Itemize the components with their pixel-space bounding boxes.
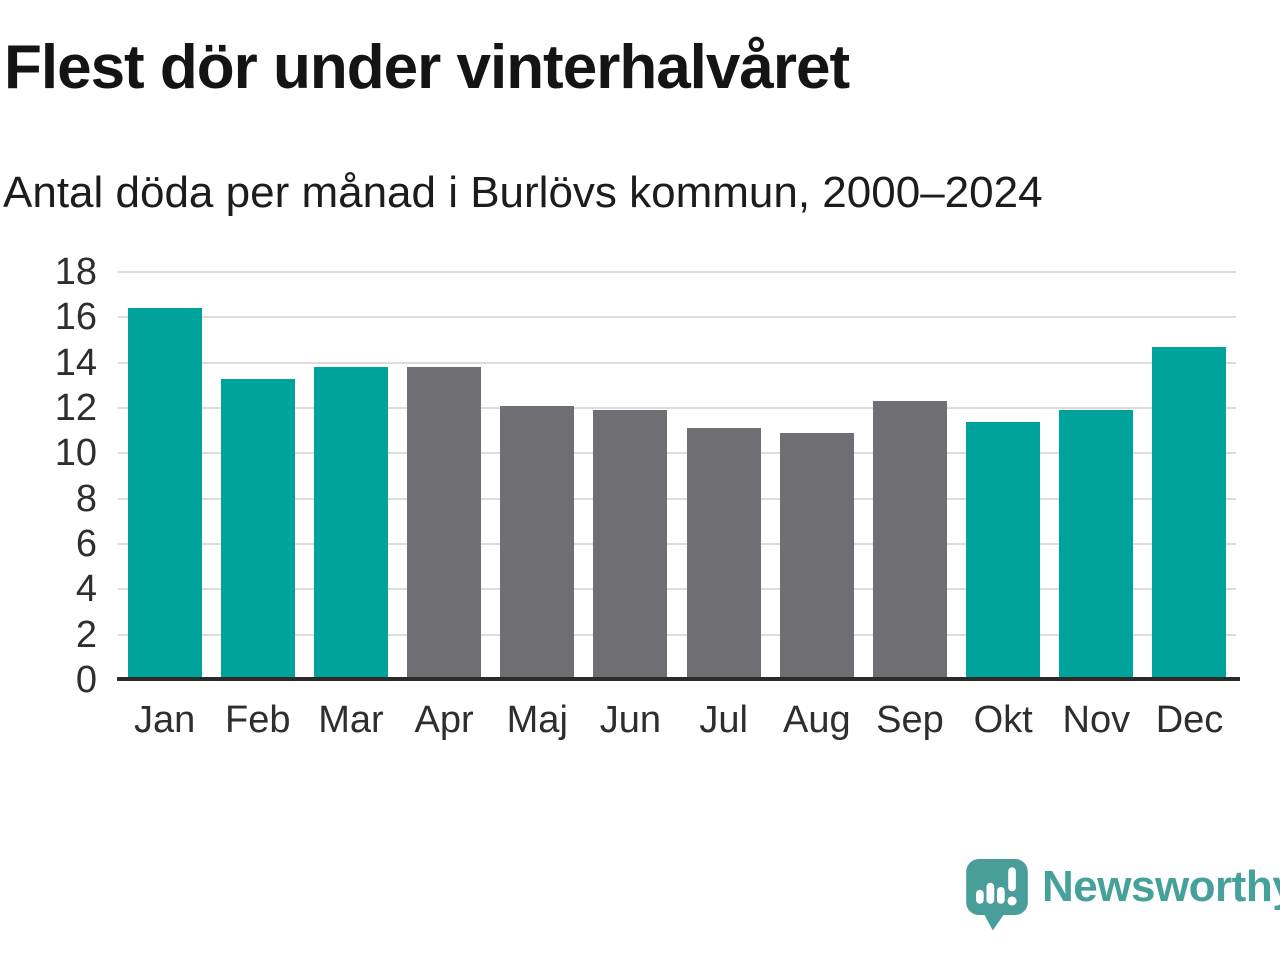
x-tick-label-nov: Nov [1062,699,1131,741]
bar-nov [1059,410,1134,680]
x-tick-label-jan: Jan [133,699,196,741]
bar-aug [779,432,854,680]
x-tick-label-jun: Jun [599,699,662,741]
y-tick-label-16: 16 [54,296,97,339]
y-tick-label-4: 4 [75,568,97,611]
gridline-4 [118,588,1236,591]
bar-series [118,272,1236,680]
bar-dec [1152,346,1227,680]
y-tick-label-8: 8 [75,477,97,520]
x-tick-label-mar: Mar [318,699,384,741]
newsworthy-wordmark: Newsworthy [1042,862,1280,911]
x-tick-label-feb: Feb [225,699,291,741]
bar-slot-maj [491,272,584,680]
y-tick-label-2: 2 [75,613,97,656]
gridline-14 [118,361,1236,364]
x-tick-label-okt: Okt [973,699,1033,741]
bar-slot-apr [398,272,491,680]
bar-feb [220,378,295,680]
gridline-18 [118,271,1236,273]
x-tick-label-dec: Dec [1155,699,1224,741]
gridline-12 [118,407,1236,409]
chart-subtitle: Antal döda per månad i Burlövs kommun, 2… [3,168,1043,217]
bar-slot-sep [863,272,956,680]
y-tick-label-6: 6 [75,523,97,565]
y-tick-label-18: 18 [54,251,97,293]
bar-slot-jan [118,272,211,680]
bar-apr [407,367,482,680]
x-tick-label-maj: Maj [506,699,568,741]
x-tick-label-apr: Apr [414,699,474,741]
y-tick-label-12: 12 [54,387,97,429]
gridline-16 [118,316,1236,319]
bar-slot-jun [584,272,677,680]
bar-maj [500,405,575,680]
x-tick-label-sep: Sep [876,699,944,741]
chart-title: Flest dör under vinterhalvåret [4,33,850,102]
x-axis-line [117,677,1240,681]
bar-slot-aug [770,272,863,680]
gridline-2 [118,633,1236,636]
bar-okt [966,421,1041,680]
x-tick-label-aug: Aug [782,699,851,741]
bar-jul [686,428,761,680]
y-tick-label-10: 10 [54,432,97,475]
gridline-6 [118,543,1236,545]
newsworthy-bar-chart-icon [966,859,1028,931]
bar-mar [313,367,388,680]
x-axis-labels: Jan Feb Mar Apr Maj Jun Jul Aug Sep Okt Nov Dec [118,699,1236,742]
plot-area [118,271,1236,680]
bar-sep [872,401,947,680]
y-tick-label-0: 0 [75,659,97,701]
bar-jan [127,308,202,680]
gridline-8 [118,497,1236,500]
gridline-10 [118,452,1236,455]
y-tick-label-14: 14 [54,341,97,384]
bar-slot-dec [1143,272,1236,680]
bar-slot-nov [1050,272,1143,680]
newsworthy-logo: Newsworthy [962,856,1280,932]
bar-slot-jul [677,272,770,680]
bar-slot-feb [211,272,304,680]
x-tick-label-jul: Jul [699,699,748,741]
bar-jun [593,410,668,680]
bar-slot-mar [304,272,397,680]
bar-slot-okt [957,272,1050,680]
